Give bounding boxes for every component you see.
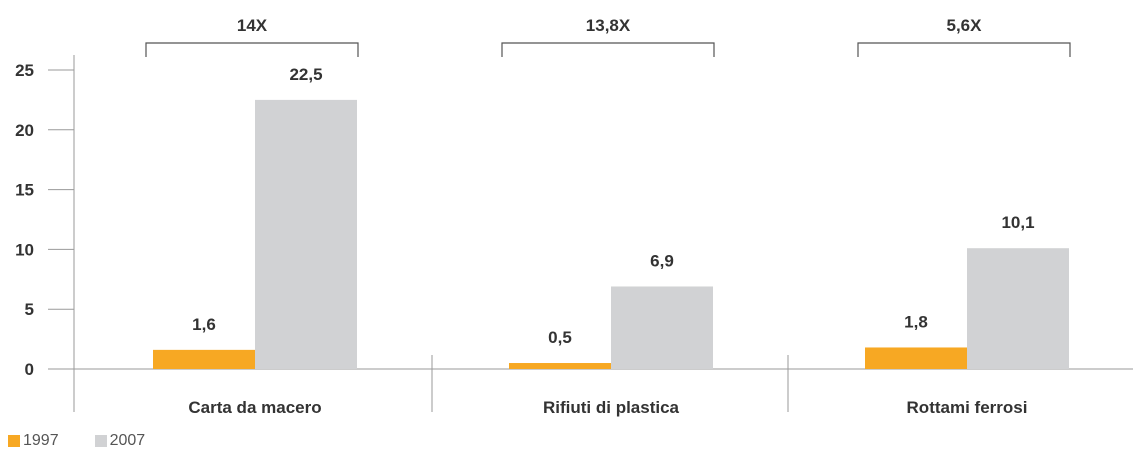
multiplier-brackets: 14X 13,8X 5,6X xyxy=(145,16,1071,57)
data-labels: 1,6 0,5 1,8 22,5 6,9 10,1 xyxy=(192,65,1034,347)
y-axis-ticks: 0 5 10 15 20 25 xyxy=(15,61,74,379)
data-label-1997-3: 1,8 xyxy=(904,312,928,331)
bar-2007-3 xyxy=(967,248,1069,369)
category-label-3: Rottami ferrosi xyxy=(907,398,1028,417)
y-tick-label-20: 20 xyxy=(15,121,34,140)
bar-2007-1 xyxy=(255,99,357,370)
bar-2007-2 xyxy=(611,286,713,369)
y-tick-label-5: 5 xyxy=(25,300,34,319)
legend-swatch-2007 xyxy=(94,435,107,447)
data-label-1997-2: 0,5 xyxy=(548,328,572,347)
multiplier-label-2: 13,8X xyxy=(586,16,631,35)
y-tick-label-25: 25 xyxy=(15,61,34,80)
bar-1997-1 xyxy=(153,349,255,369)
bar-1997-2 xyxy=(509,363,611,369)
legend-label-1997: 1997 xyxy=(23,432,59,449)
multiplier-bracket-3 xyxy=(857,42,1071,57)
data-label-2007-3: 10,1 xyxy=(1001,213,1034,232)
multiplier-bracket-2 xyxy=(501,42,715,57)
data-label-1997-1: 1,6 xyxy=(192,315,216,334)
multiplier-label-3: 5,6X xyxy=(947,16,983,35)
legend-item-1997: 1997 xyxy=(8,432,59,450)
bar-1997-3 xyxy=(865,347,967,369)
bars xyxy=(153,99,1069,370)
category-labels: Carta da macero Rifiuti di plastica Rottam… xyxy=(188,398,1027,417)
legend-label-2007: 2007 xyxy=(109,432,146,449)
multiplier-bracket-1 xyxy=(145,42,359,57)
multiplier-label-1: 14X xyxy=(237,16,268,35)
data-label-2007-2: 6,9 xyxy=(650,251,674,270)
legend-swatch-1997 xyxy=(8,435,20,447)
category-label-2: Rifiuti di plastica xyxy=(543,398,680,417)
legend: 1997 2007 xyxy=(8,431,181,451)
category-label-1: Carta da macero xyxy=(188,398,321,417)
data-label-2007-1: 22,5 xyxy=(289,65,322,84)
y-tick-label-15: 15 xyxy=(15,181,34,200)
y-tick-label-10: 10 xyxy=(15,240,34,259)
legend-item-2007: 2007 xyxy=(94,432,146,450)
y-tick-label-0: 0 xyxy=(25,360,34,379)
